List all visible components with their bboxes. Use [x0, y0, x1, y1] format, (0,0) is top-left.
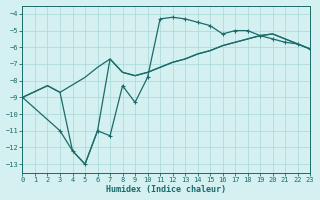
X-axis label: Humidex (Indice chaleur): Humidex (Indice chaleur)	[106, 185, 226, 194]
